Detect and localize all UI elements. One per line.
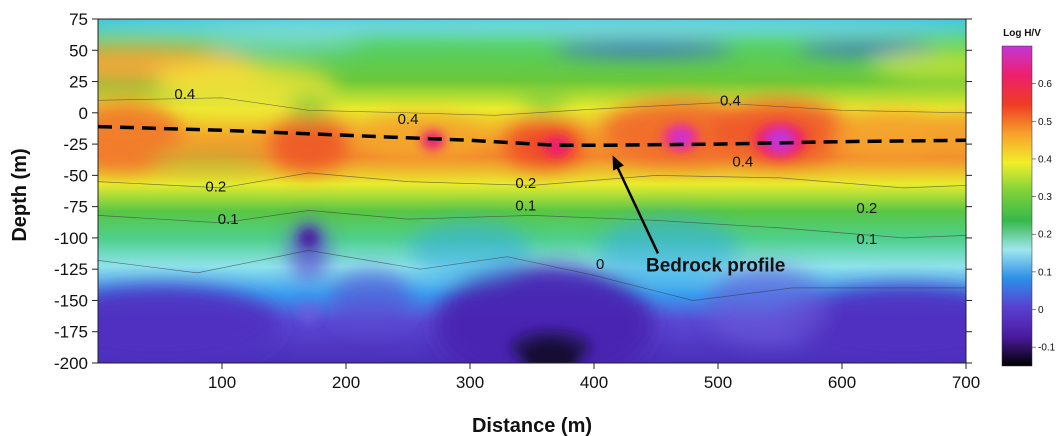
colorbar-title: Log H/V <box>1003 28 1041 39</box>
bedrock-annotation: Bedrock profile <box>612 155 785 276</box>
bedrock-profile-line <box>97 124 967 148</box>
contour-label: 0.4 <box>398 111 419 128</box>
contour-0.1 <box>98 210 966 239</box>
colorbar-gradient <box>1001 45 1033 367</box>
plot-frame <box>97 18 967 364</box>
y-tick-label: -175 <box>54 323 88 342</box>
heatmap-blob <box>204 36 364 53</box>
contour-label: 0.4 <box>720 92 741 109</box>
heatmap-blob <box>298 302 319 323</box>
heatmap-blob <box>360 115 481 160</box>
contour-label: 0.4 <box>732 154 753 171</box>
heatmap-blob <box>434 265 655 363</box>
contour-label: 0.1 <box>218 211 239 228</box>
colorbar-tick-label: 0.4 <box>1038 154 1052 165</box>
x-tick-label: 700 <box>952 373 980 392</box>
y-tick-label: 50 <box>69 41 88 60</box>
contour-0.2 <box>98 172 966 189</box>
heatmap-blob <box>522 86 567 115</box>
colorbar: Log H/V 0.6 0.5 0.4 0.3 0.2 0.1 0 -0.1 <box>1001 28 1056 367</box>
contour-0 <box>98 250 966 301</box>
heatmap-blob <box>268 116 349 173</box>
heatmap-field <box>98 19 966 363</box>
annotation-arrow <box>615 164 660 254</box>
x-tick-label: 400 <box>580 373 608 392</box>
heatmap-blob <box>671 129 690 146</box>
heatmap-blob <box>784 285 966 363</box>
heatmap-blob <box>98 100 183 171</box>
y-tick-label: 0 <box>79 104 88 123</box>
x-axis: 100 200 300 400 500 600 700 <box>208 363 980 392</box>
contour-label: 0.2 <box>856 200 877 217</box>
heatmap-blob <box>98 19 966 36</box>
x-tick-label: 300 <box>456 373 484 392</box>
heatmap-blob <box>926 115 966 156</box>
heatmap-blob <box>542 135 571 158</box>
heatmap-blob <box>766 128 794 153</box>
contour-label: 0.4 <box>174 86 195 103</box>
heatmap-blob <box>831 111 952 160</box>
colorbar-tick-label: 0.1 <box>1038 267 1052 278</box>
contour-0.4-upper <box>98 97 966 116</box>
heatmap-blob <box>298 227 319 248</box>
heatmap-blob <box>796 40 937 55</box>
heatmap-blob <box>149 150 270 175</box>
contour-label: 0.2 <box>205 179 226 196</box>
x-axis-label: Distance (m) <box>472 415 592 436</box>
heatmap-blob <box>98 285 280 363</box>
y-tick-label: -100 <box>54 229 88 248</box>
colorbar-tick-label: 0 <box>1038 305 1044 316</box>
y-tick-label: 75 <box>69 10 88 29</box>
colorbar-tick-label: -0.1 <box>1038 343 1056 354</box>
contour-label: 0.1 <box>856 231 877 248</box>
colorbar-tick-label: 0.6 <box>1038 79 1052 90</box>
y-tick-label: -125 <box>54 260 88 279</box>
heatmap-blob <box>330 270 411 331</box>
x-tick-label: 500 <box>704 373 732 392</box>
contour-label: 0 <box>596 256 604 273</box>
heatmap-blob <box>598 215 739 286</box>
y-tick-label: -75 <box>63 198 88 217</box>
heatmap-blob <box>553 39 734 56</box>
y-tick-label: -50 <box>63 166 88 185</box>
colorbar-tick-label: 0.3 <box>1038 192 1052 203</box>
annotation-arrowhead <box>612 155 624 171</box>
x-tick-label: 200 <box>332 373 360 392</box>
contour-label: 0.1 <box>515 197 536 214</box>
y-tick-label: -25 <box>63 135 88 154</box>
contour-labels: 0.4 0.4 0.4 0.4 0.2 0.1 0.2 0.1 0.2 0.1 0 <box>174 86 877 273</box>
heatmap-blob <box>707 266 828 347</box>
colorbar-tick-label: 0.5 <box>1038 117 1052 128</box>
y-axis: 75 50 25 0 -25 -50 -75 -100 -125 -150 -175 -200 <box>54 10 972 373</box>
heatmap-blob <box>288 90 329 123</box>
heatmap-blob <box>510 329 591 363</box>
colorbar-tick-label: 0.2 <box>1038 230 1052 241</box>
y-tick-label: 25 <box>69 73 88 92</box>
heatmap-blob <box>871 49 966 82</box>
y-axis-label: Depth (m) <box>9 148 31 241</box>
y-tick-label: -200 <box>54 354 88 373</box>
heatmap-blob <box>410 220 530 281</box>
x-tick-label: 100 <box>208 373 236 392</box>
contour-label: 0.2 <box>515 175 536 192</box>
annotation-text: Bedrock profile <box>646 255 785 276</box>
y-tick-label: -150 <box>54 291 88 310</box>
x-tick-label: 600 <box>828 373 856 392</box>
